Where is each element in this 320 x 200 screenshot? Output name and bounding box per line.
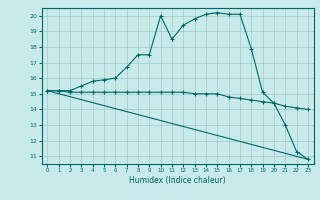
X-axis label: Humidex (Indice chaleur): Humidex (Indice chaleur) — [129, 176, 226, 185]
